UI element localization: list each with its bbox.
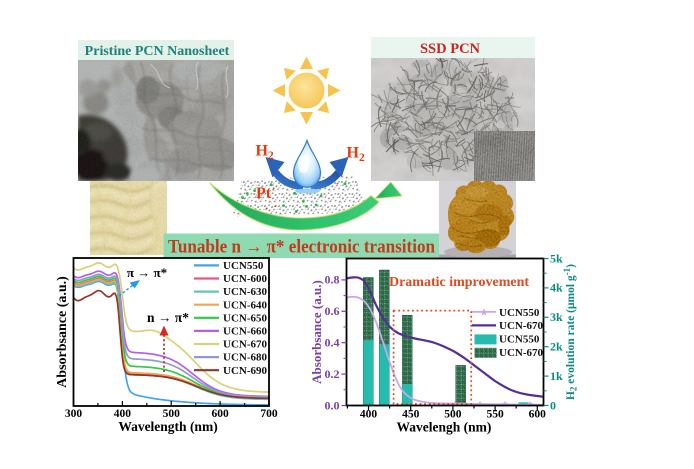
svg-text:600: 600 [529,409,547,421]
svg-text:Pt: Pt [256,185,272,202]
svg-text:0: 0 [550,398,556,412]
svg-text:Absorbsance (a.u.): Absorbsance (a.u.) [55,276,70,388]
svg-text:UCN550: UCN550 [223,260,264,272]
svg-text:UCN550: UCN550 [499,307,540,319]
svg-text:Wavelength (nm): Wavelength (nm) [118,419,217,434]
svg-text:2k: 2k [550,340,563,354]
svg-text:UCN-630: UCN-630 [223,286,267,298]
svg-text:550: 550 [486,409,504,421]
svg-text:UCN-690: UCN-690 [223,365,267,377]
svg-text:H2: H2 [256,143,274,163]
svg-text:5k: 5k [550,251,563,265]
svg-text:400: 400 [114,408,132,420]
svg-text:H2 evolution rate (μmol g-1): H2 evolution rate (μmol g-1) [562,264,579,400]
svg-text:Dramatic improvement: Dramatic improvement [389,275,529,290]
svg-text:3k: 3k [550,310,563,324]
svg-text:Tunable n → π* electronic tran: Tunable n → π* electronic transition [168,237,435,258]
svg-text:0.8: 0.8 [325,273,340,287]
svg-text:UCN550: UCN550 [499,334,540,346]
svg-text:n → π*: n → π* [147,310,189,325]
svg-text:0.2: 0.2 [325,367,340,381]
svg-text:500: 500 [444,409,462,421]
svg-text:400: 400 [360,409,378,421]
svg-text:UCN-600: UCN-600 [223,273,267,285]
svg-text:Absorbsance (a.u.): Absorbsance (a.u.) [309,280,324,384]
svg-text:0.4: 0.4 [325,336,340,350]
svg-text:1k: 1k [550,369,563,383]
svg-text:600: 600 [211,408,229,420]
svg-text:Wavelengh (nm): Wavelengh (nm) [397,420,492,435]
svg-text:4k: 4k [550,281,563,295]
svg-text:UCN-670: UCN-670 [499,320,543,332]
svg-text:UCN-660: UCN-660 [223,326,267,338]
svg-text:π → π*: π → π* [127,265,167,280]
svg-text:300: 300 [65,408,83,420]
svg-text:500: 500 [163,408,181,420]
svg-text:UCN-670: UCN-670 [499,347,543,359]
svg-text:UCN-650: UCN-650 [223,312,267,324]
svg-text:UCN-670: UCN-670 [223,339,267,351]
svg-text:UCN-640: UCN-640 [223,299,267,311]
svg-text:0.6: 0.6 [325,304,340,318]
svg-text:H2: H2 [347,145,365,165]
svg-text:Pristine PCN Nanosheet: Pristine PCN Nanosheet [85,44,230,59]
svg-text:SSD PCN: SSD PCN [420,41,481,57]
svg-text:700: 700 [260,408,278,420]
svg-text:0.0: 0.0 [325,398,340,412]
svg-text:UCN-680: UCN-680 [223,352,267,364]
svg-text:450: 450 [402,409,420,421]
